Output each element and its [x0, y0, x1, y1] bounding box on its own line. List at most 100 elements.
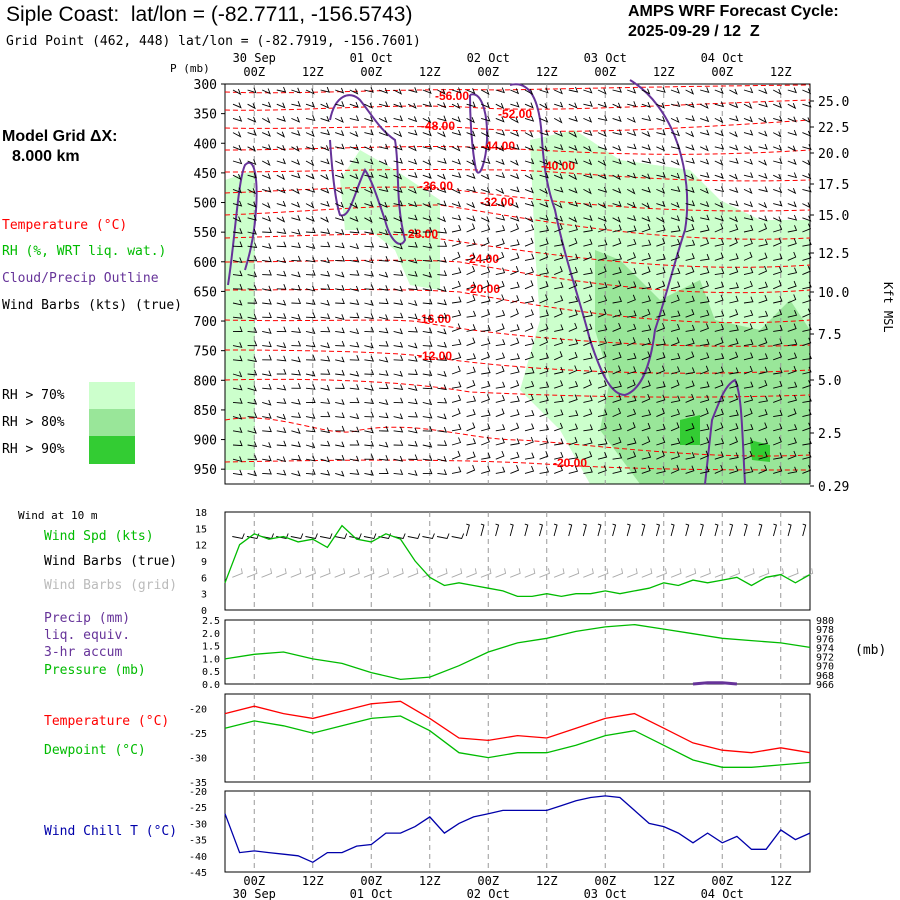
top-date-label-4: 04 Oct [701, 51, 744, 65]
sounding-barb-653 [422, 314, 433, 321]
sounding-barb-590 [670, 281, 681, 290]
sounding-barb-437 [773, 224, 783, 233]
sounding-barb-1020 [524, 436, 534, 446]
sounding-barb-487 [335, 255, 345, 262]
sounding-barb-969 [364, 427, 374, 434]
sounding-barb-143 [568, 131, 578, 138]
sounding-barb-384 [583, 215, 593, 221]
pressure-tick-800: 800 [194, 374, 217, 389]
precip-line [692, 681, 738, 686]
sounding-barb-838 [787, 365, 797, 375]
sounding-barb-931 [393, 413, 404, 420]
sounding-barb-156 [758, 130, 768, 137]
sounding-barb-801 [247, 369, 258, 376]
sounding-barb-123 [276, 131, 286, 138]
sounding-barb-582 [554, 281, 564, 290]
sounding-barb-1105 [597, 465, 607, 474]
wind-true-barb-5 [305, 533, 318, 540]
sounding-barb-1027 [627, 437, 637, 446]
sounding-barb-218 [495, 159, 505, 166]
sounding-barb-244 [291, 172, 301, 179]
sounding-barb-918 [787, 395, 798, 403]
sounding-barb-1016 [466, 438, 477, 446]
sounding-barb-896 [466, 395, 477, 403]
sounding-barb-1059 [510, 451, 520, 460]
sounding-barb-124 [291, 130, 301, 137]
sounding-barb-317 [773, 187, 783, 194]
sounding-barb-779 [510, 353, 520, 361]
sounding-barb-42 [262, 101, 272, 108]
sounding-barb-775 [451, 352, 462, 361]
wind-true-barb-23 [568, 523, 573, 537]
sounding-barb-743 [568, 338, 579, 347]
sounding-barb-445 [305, 243, 316, 250]
sounding-barb-216 [466, 159, 476, 166]
sounding-barb-750 [670, 337, 680, 347]
sounding-barb-95 [451, 116, 461, 123]
sounding-barb-268 [641, 173, 651, 180]
sounding-barb-830 [670, 366, 681, 375]
sounding-barb-316 [758, 186, 768, 193]
sounding-barb-889 [364, 398, 375, 405]
sounding-barb-612 [408, 300, 418, 306]
temperature-line [224, 700, 811, 754]
sounding-barb-183 [568, 145, 578, 152]
sounding-barb-357 [773, 200, 783, 207]
sounding-barb-431 [685, 224, 695, 233]
sounding-barb-399 [802, 215, 812, 222]
wind-true-barb-26 [612, 523, 617, 537]
temperature-contour-label-10: -16.00 [417, 312, 451, 326]
sounding-barb-328 [349, 202, 359, 209]
sounding-barb-403 [276, 228, 287, 234]
sounding-barb-704 [583, 323, 593, 332]
wind-grid-barb-39 [802, 568, 814, 578]
sounding-barb-662 [554, 308, 563, 318]
sounding-barb-540 [524, 266, 534, 276]
sounding-barb-59 [510, 101, 520, 108]
sounding-barb-717 [773, 324, 783, 332]
sounding-barb-188 [641, 144, 651, 151]
sounding-barb-756 [758, 337, 768, 347]
sounding-barb-77 [773, 102, 783, 109]
sounding-barb-382 [554, 215, 564, 222]
sounding-barb-90 [378, 116, 388, 124]
sounding-barb-369 [364, 216, 373, 223]
sounding-barb-185 [597, 144, 608, 151]
sounding-barb-398 [787, 214, 798, 221]
temperature-contour-label-2: -48.00 [421, 119, 455, 133]
sounding-barb-360 [232, 216, 242, 223]
top-date-label-1: 01 Oct [350, 51, 393, 65]
sounding-barb-609 [364, 300, 374, 306]
sounding-barb-226 [612, 158, 622, 165]
sounding-barb-839 [802, 366, 812, 375]
sounding-barb-569 [364, 284, 375, 290]
pressure-tick-850: 850 [194, 404, 217, 419]
sounding-barb-695 [451, 323, 461, 332]
sounding-barb-800 [232, 371, 243, 378]
sounding-barb-630 [670, 294, 680, 304]
sounding-barb-272 [700, 172, 710, 178]
sounding-barb-1051 [393, 455, 404, 462]
sounding-barb-205 [305, 159, 315, 167]
wind-grid-barb-33 [714, 568, 726, 578]
sounding-barb-642 [262, 312, 272, 318]
wind-speed-line [224, 524, 811, 598]
height-tick-4: 15.0 [818, 209, 849, 224]
sounding-barb-502 [554, 252, 564, 261]
sounding-barb-245 [305, 173, 315, 180]
sounding-barb-863 [568, 381, 579, 389]
sounding-barb-892 [408, 398, 418, 405]
sounding-barb-906 [612, 394, 622, 403]
sounding-barb-65 [597, 101, 608, 108]
precip-ytick-3: 1.5 [202, 642, 220, 653]
sounding-barb-443 [276, 241, 287, 248]
legend-rh-80: RH > 80% [2, 415, 65, 430]
sounding-barb-461 [539, 238, 549, 247]
sounding-barb-994 [729, 423, 739, 432]
temp-panel-frame [224, 693, 811, 783]
wind-grid-barb-23 [568, 568, 580, 578]
sounding-barb-174 [437, 144, 447, 151]
sounding-barb-777 [481, 351, 490, 361]
sounding-barb-71 [685, 102, 695, 108]
sounding-barb-460 [524, 237, 534, 247]
